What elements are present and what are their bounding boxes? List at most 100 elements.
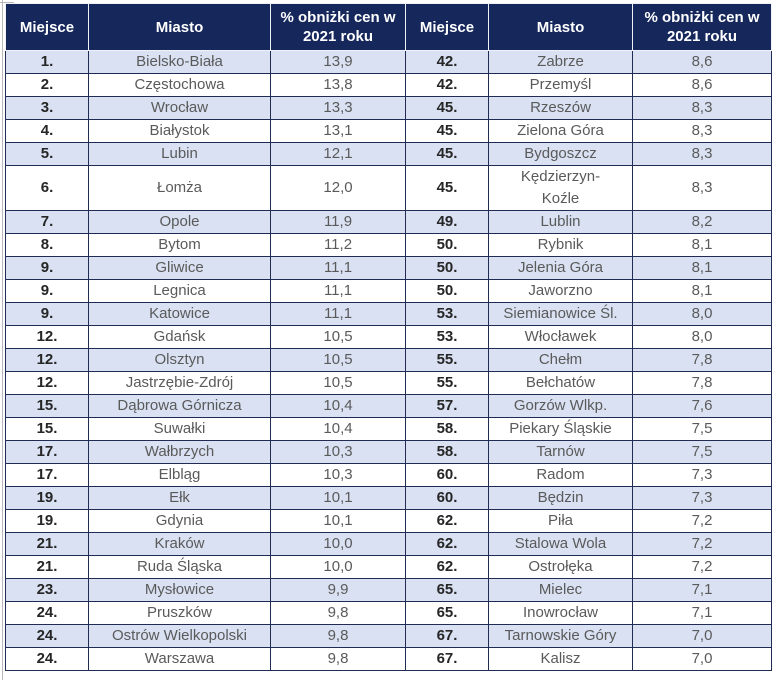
value-cell: 7,2	[632, 509, 772, 533]
rank-cell: 21.	[5, 555, 89, 579]
city-cell: Jaworzno	[488, 279, 633, 303]
city-cell: Siemianowice Śl.	[488, 302, 633, 326]
value-cell: 8,2	[632, 210, 772, 234]
city-cell: Ruda Śląska	[88, 555, 271, 579]
rank-cell: 9.	[5, 302, 89, 326]
city-cell: Katowice	[88, 302, 271, 326]
column-header-miejsce-right: Miejsce	[405, 3, 489, 51]
city-cell: Jelenia Góra	[488, 256, 633, 280]
table-row: 15. Suwałki 10,4 58. Piekary Śląskie 7,5	[5, 417, 772, 441]
city-cell: Pruszków	[88, 601, 271, 625]
rank-cell: 67.	[405, 624, 489, 648]
rank-cell: 8.	[5, 233, 89, 257]
city-cell: Dąbrowa Górnicza	[88, 394, 271, 418]
value-cell: 13,8	[270, 73, 406, 97]
rank-cell: 19.	[5, 509, 89, 533]
value-cell: 10,3	[270, 440, 406, 464]
value-cell: 8,1	[632, 233, 772, 257]
value-cell: 11,1	[270, 279, 406, 303]
rank-cell: 1.	[5, 50, 89, 74]
table-row: 15. Dąbrowa Górnicza 10,4 57. Gorzów Wlkp. 7,…	[5, 394, 772, 418]
value-cell: 12,0	[270, 165, 406, 211]
value-cell: 7,8	[632, 371, 772, 395]
column-header-miasto-left: Miasto	[88, 3, 271, 51]
value-cell: 10,5	[270, 348, 406, 372]
city-cell: Bielsko-Biała	[88, 50, 271, 74]
city-cell: Opole	[88, 210, 271, 234]
value-cell: 8,3	[632, 119, 772, 143]
value-cell: 7,8	[632, 348, 772, 372]
table-row: 12. Olsztyn 10,5 55. Chełm 7,8	[5, 348, 772, 372]
table-row: 12. Jastrzębie-Zdrój 10,5 55. Bełchatów 7,8	[5, 371, 772, 395]
rank-cell: 58.	[405, 417, 489, 441]
value-cell: 8,6	[632, 50, 772, 74]
city-cell: Kraków	[88, 532, 271, 556]
rank-cell: 50.	[405, 233, 489, 257]
rank-cell: 9.	[5, 256, 89, 280]
rank-cell: 60.	[405, 463, 489, 487]
value-cell: 13,1	[270, 119, 406, 143]
value-cell: 13,9	[270, 50, 406, 74]
value-cell: 9,8	[270, 624, 406, 648]
value-cell: 8,1	[632, 279, 772, 303]
value-cell: 11,1	[270, 302, 406, 326]
city-cell: Lubin	[88, 142, 271, 166]
city-cell: Częstochowa	[88, 73, 271, 97]
city-cell: Jastrzębie-Zdrój	[88, 371, 271, 395]
value-cell: 10,5	[270, 325, 406, 349]
rank-cell: 45.	[405, 165, 489, 211]
value-cell: 10,5	[270, 371, 406, 395]
value-cell: 10,1	[270, 486, 406, 510]
city-cell: Bydgoszcz	[488, 142, 633, 166]
table-row: 19. Ełk 10,1 60. Będzin 7,3	[5, 486, 772, 510]
city-cell: Zielona Góra	[488, 119, 633, 143]
city-cell: Gdańsk	[88, 325, 271, 349]
city-cell: Mielec	[488, 578, 633, 602]
value-cell: 9,9	[270, 578, 406, 602]
city-cell: Gdynia	[88, 509, 271, 533]
city-cell: Ostrów Wielkopolski	[88, 624, 271, 648]
left-edge-crop-line	[2, 0, 3, 680]
rank-cell: 3.	[5, 96, 89, 120]
value-cell: 10,4	[270, 417, 406, 441]
city-cell: Elbląg	[88, 463, 271, 487]
table-row: 21. Kraków 10,0 62. Stalowa Wola 7,2	[5, 532, 772, 556]
city-cell: Piekary Śląskie	[488, 417, 633, 441]
city-cell: Piła	[488, 509, 633, 533]
city-cell: Rzeszów	[488, 96, 633, 120]
city-cell: Ostrołęka	[488, 555, 633, 579]
rank-cell: 53.	[405, 302, 489, 326]
table-row: 9. Katowice 11,1 53. Siemianowice Śl. 8,0	[5, 302, 772, 326]
city-cell: Tarnów	[488, 440, 633, 464]
value-cell: 12,1	[270, 142, 406, 166]
city-cell: Legnica	[88, 279, 271, 303]
city-cell: Wrocław	[88, 96, 271, 120]
city-cell: Chełm	[488, 348, 633, 372]
value-cell: 8,6	[632, 73, 772, 97]
city-cell: Włocławek	[488, 325, 633, 349]
value-cell: 7,1	[632, 578, 772, 602]
column-header-miejsce-left: Miejsce	[5, 3, 89, 51]
rank-cell: 62.	[405, 532, 489, 556]
rank-cell: 60.	[405, 486, 489, 510]
rank-cell: 65.	[405, 601, 489, 625]
city-cell: Radom	[488, 463, 633, 487]
value-cell: 11,2	[270, 233, 406, 257]
value-cell: 7,0	[632, 647, 772, 671]
rank-cell: 24.	[5, 624, 89, 648]
column-header-miasto-right: Miasto	[488, 3, 633, 51]
value-cell: 7,0	[632, 624, 772, 648]
rank-cell: 65.	[405, 578, 489, 602]
table-row: 17. Wałbrzych 10,3 58. Tarnów 7,5	[5, 440, 772, 464]
value-cell: 8,0	[632, 325, 772, 349]
rank-cell: 58.	[405, 440, 489, 464]
rank-cell: 4.	[5, 119, 89, 143]
table-row: 23. Mysłowice 9,9 65. Mielec 7,1	[5, 578, 772, 602]
value-cell: 7,1	[632, 601, 772, 625]
value-cell: 13,3	[270, 96, 406, 120]
value-cell: 7,5	[632, 417, 772, 441]
rank-cell: 67.	[405, 647, 489, 671]
rank-cell: 49.	[405, 210, 489, 234]
city-cell: Warszawa	[88, 647, 271, 671]
value-cell: 8,1	[632, 256, 772, 280]
